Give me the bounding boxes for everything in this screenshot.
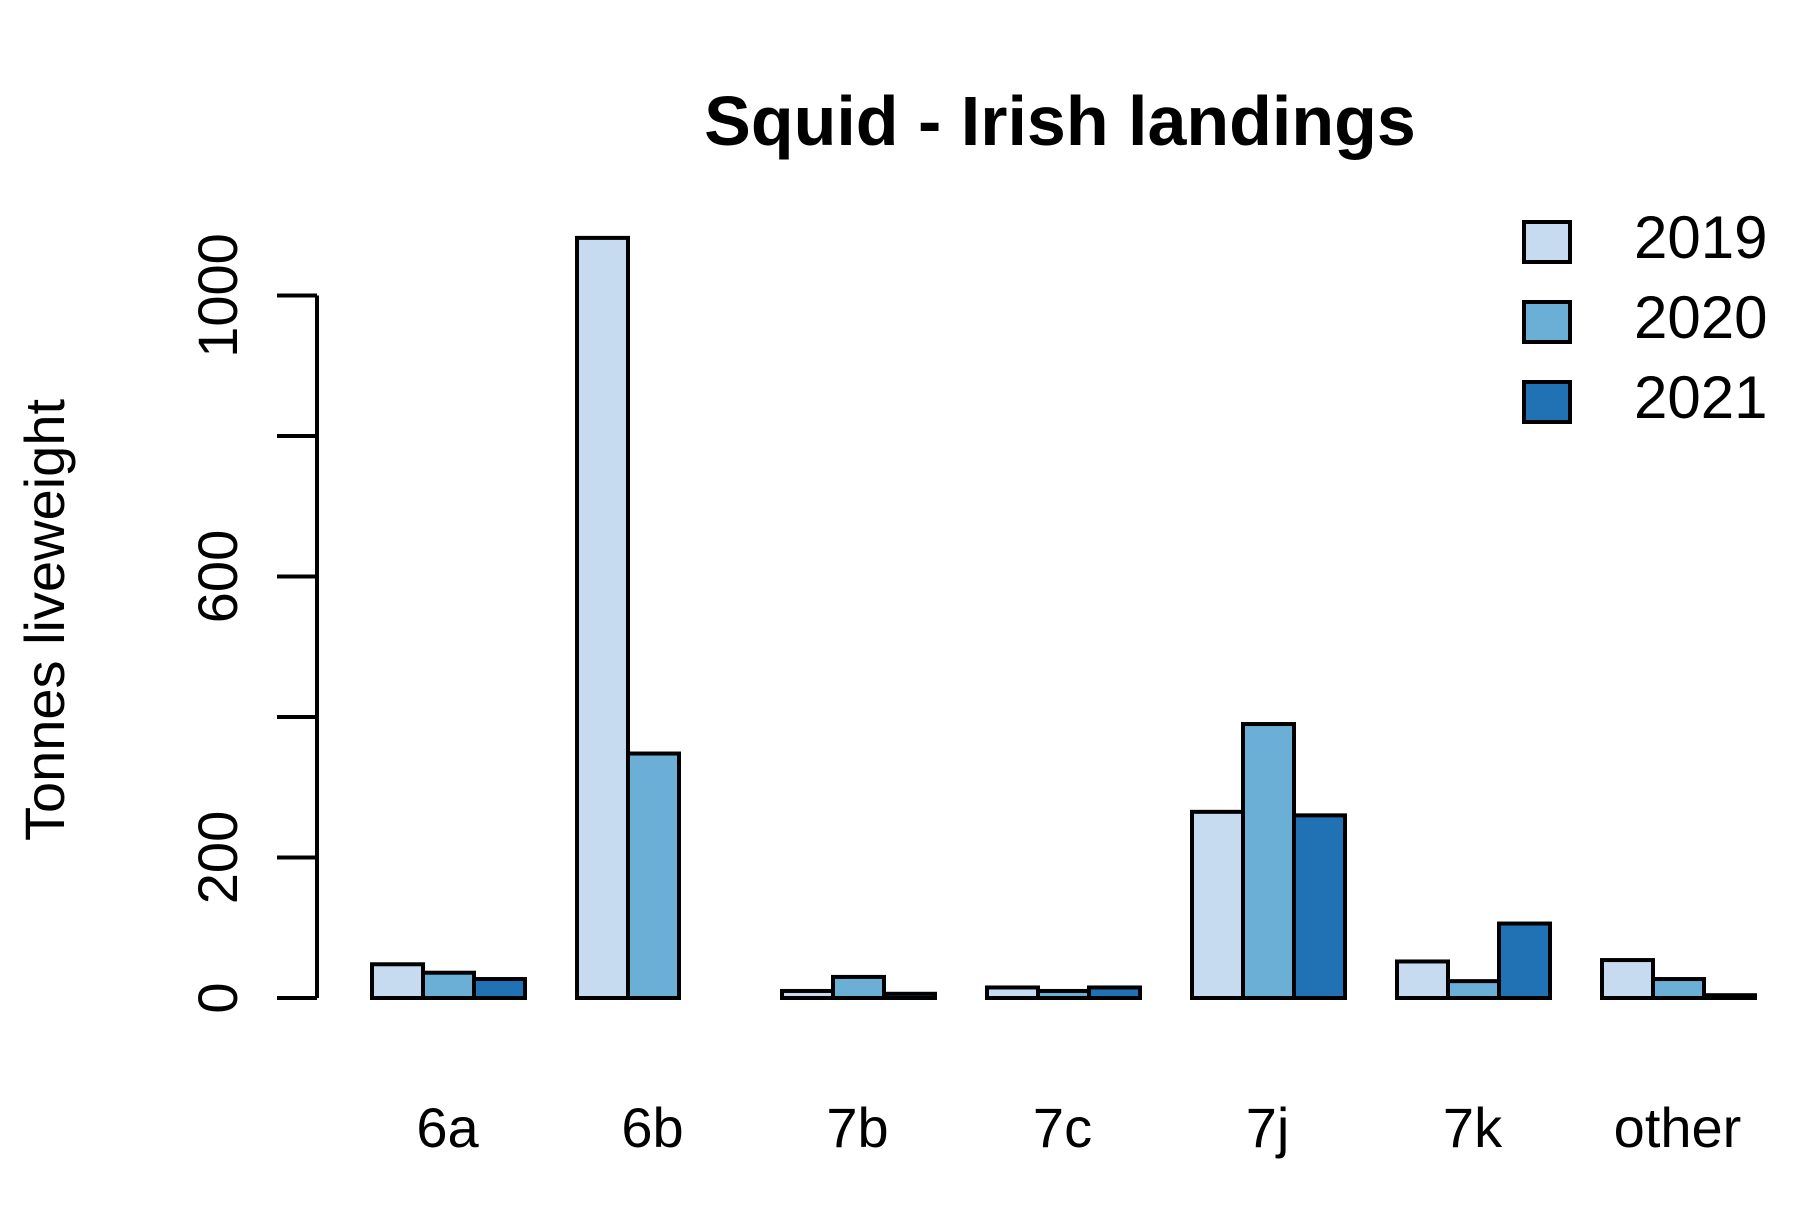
x-tick-label: 7j: [1246, 1096, 1290, 1159]
bar-6b-2019: [575, 235, 630, 1000]
x-tick-label: 7b: [826, 1096, 888, 1159]
legend-label-2019: 2019: [1634, 204, 1767, 271]
bar-7c-2021: [1087, 985, 1142, 1001]
bar-other-2020: [1651, 977, 1706, 1000]
x-tick-label: other: [1614, 1096, 1742, 1159]
legend-swatch-2020: [1522, 300, 1572, 344]
bar-7k-2019: [1395, 959, 1450, 1000]
bar-other-2021: [1702, 993, 1757, 1001]
bars-group: [370, 235, 1757, 1001]
y-axis-label: Tonnes liveweight: [13, 399, 76, 841]
y-tick-label: 0: [186, 982, 249, 1013]
bar-7j-2020: [1241, 722, 1296, 1001]
legend-label-2021: 2021: [1634, 364, 1767, 431]
bar-7b-2020: [831, 974, 886, 1000]
legend-label-2020: 2020: [1634, 284, 1767, 351]
x-tick-label: 6a: [416, 1096, 479, 1159]
x-tick-label: 7k: [1443, 1096, 1503, 1159]
y-tick-label: 600: [186, 530, 249, 623]
bar-7k-2020: [1446, 979, 1501, 1001]
chart-title: Squid - Irish landings: [704, 82, 1416, 160]
bar-6a-2020: [421, 970, 476, 1001]
y-axis: 0 200 600 1000: [186, 233, 319, 1014]
bar-7j-2021: [1292, 813, 1347, 1000]
bar-other-2019: [1600, 958, 1655, 1001]
bar-7b-2019: [780, 988, 835, 1000]
bar-7j-2019: [1190, 809, 1245, 1001]
bar-6a-2021: [472, 977, 527, 1000]
y-tick-label: 200: [186, 811, 249, 904]
bar-6a-2019: [370, 962, 425, 1001]
x-tick-labels: 6a 6b 7b 7c 7j 7k other: [416, 1096, 1741, 1159]
legend-swatch-2021: [1522, 380, 1572, 424]
bar-7c-2019: [985, 985, 1040, 1001]
legend: 2019 2020 2021: [1522, 204, 1767, 431]
legend-swatch-2019: [1522, 220, 1572, 264]
bar-6b-2020: [626, 751, 681, 1001]
y-tick-label: 1000: [186, 233, 249, 358]
x-tick-label: 6b: [621, 1096, 683, 1159]
x-tick-label: 7c: [1033, 1096, 1092, 1159]
bar-7c-2020: [1036, 988, 1091, 1000]
bar-7b-2021: [882, 991, 937, 1000]
bar-7k-2021: [1497, 921, 1552, 1000]
